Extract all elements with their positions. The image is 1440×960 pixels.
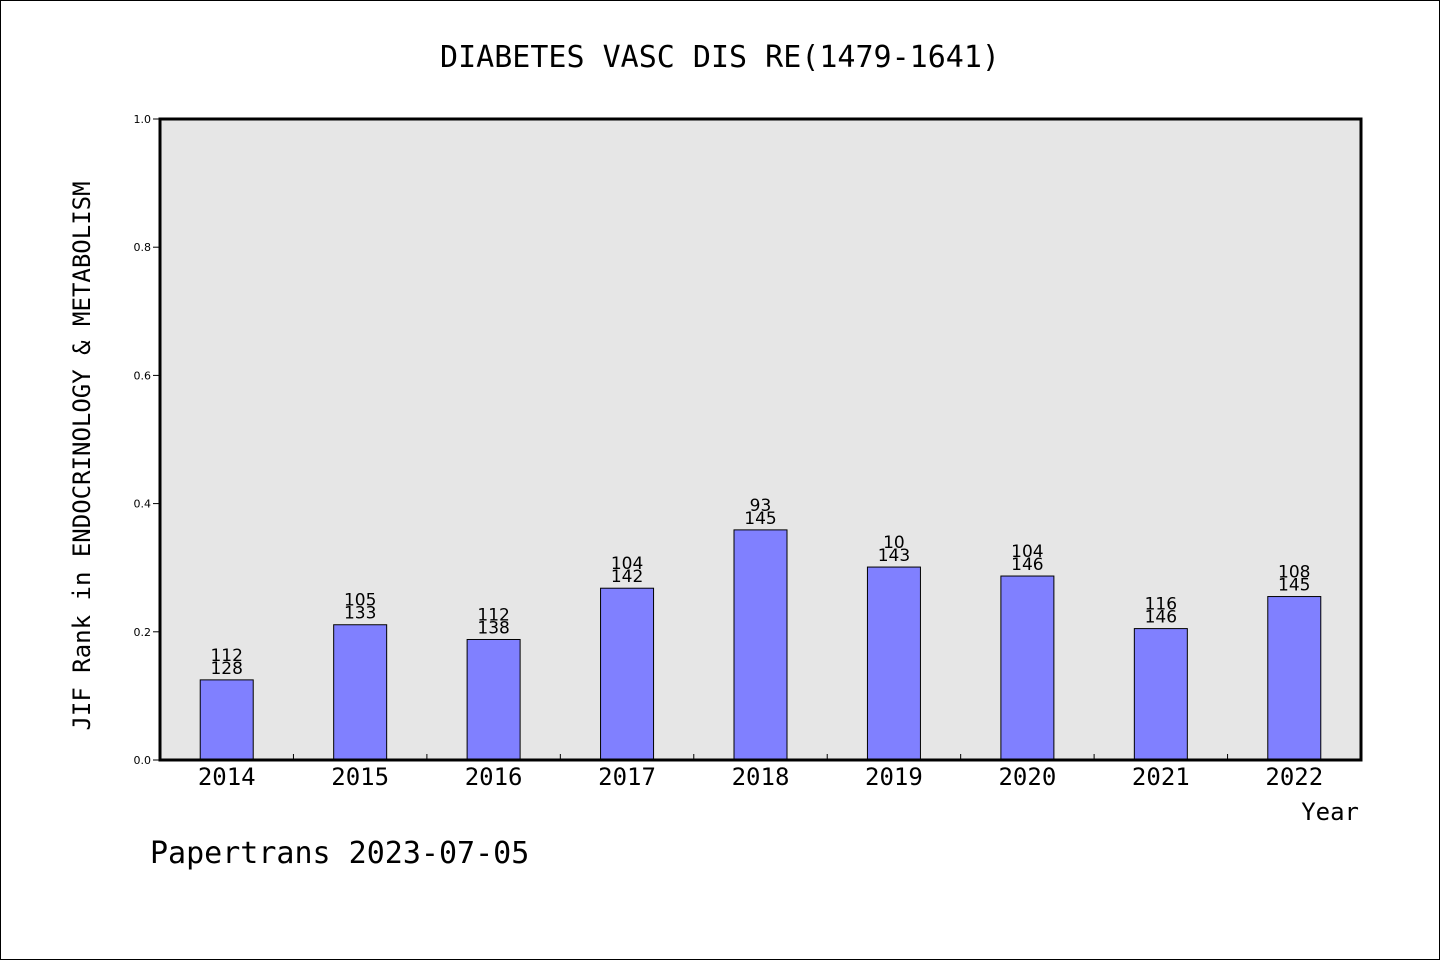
x-tick-label-2022: 2022: [1265, 763, 1323, 791]
x-tick-label-2015: 2015: [331, 763, 389, 791]
x-tick-label-2018: 2018: [732, 763, 790, 791]
bar-label-rank-2019: 10: [883, 533, 905, 553]
bar-label-total-2021: 146: [1145, 608, 1177, 628]
y-ticks-group: 0.0 0.2 0.4 0.6 0.8 1.0: [134, 113, 160, 767]
chart-title: DIABETES VASC DIS RE(1479-1641): [440, 40, 1000, 75]
bar-label-rank-2020: 104: [1011, 542, 1043, 562]
bar-2016: [466, 638, 521, 761]
bar-2017: [600, 587, 655, 761]
x-tick-label-2017: 2017: [598, 763, 656, 791]
y-tick-label-5: 1.0: [134, 113, 152, 126]
y-tick-label-3: 0.6: [134, 369, 152, 382]
y-tick-label-4: 0.8: [134, 241, 152, 254]
bar-label-total-2017: 142: [611, 567, 643, 587]
footer-credit: Papertrans 2023-07-05: [150, 836, 529, 871]
bar-2021: [1133, 628, 1188, 761]
bar-label-rank-2021: 116: [1145, 595, 1177, 615]
y-tick-label-0: 0.0: [134, 754, 152, 767]
bar-2022: [1267, 596, 1322, 761]
bar-2020: [1000, 575, 1055, 761]
bar-2019: [866, 566, 921, 761]
x-ticks-group: 2014 2015 2016 2017 2018 2019 2020 2021 2022: [198, 754, 1323, 791]
plot-border: [158, 117, 1363, 762]
x-tick-label-2019: 2019: [865, 763, 923, 791]
bar-label-total-2015: 133: [344, 604, 376, 624]
bar-2014: [199, 679, 254, 761]
x-tick-label-2021: 2021: [1132, 763, 1190, 791]
bar-label-rank-2018: 93: [750, 496, 772, 516]
bar-label-rank-2015: 105: [344, 591, 376, 611]
bar-2015: [333, 624, 388, 761]
bar-label-total-2018: 145: [744, 509, 776, 529]
bar-label-total-2019: 143: [878, 546, 910, 566]
bar-label-total-2020: 146: [1011, 555, 1043, 575]
bar-2018: [733, 529, 788, 761]
bar-label-total-2014: 128: [210, 659, 242, 679]
x-tick-label-2020: 2020: [998, 763, 1056, 791]
x-tick-label-2016: 2016: [465, 763, 523, 791]
x-tick-label-2014: 2014: [198, 763, 256, 791]
bar-label-total-2022: 145: [1278, 576, 1310, 596]
y-tick-label-2: 0.4: [134, 498, 152, 511]
bar-label-rank-2014: 112: [210, 646, 242, 666]
bar-label-rank-2022: 108: [1278, 563, 1310, 583]
y-axis-label: JIF Rank in ENDOCRINOLOGY & METABOLISM: [68, 181, 96, 730]
bar-label-rank-2016: 112: [477, 605, 509, 625]
bar-label-total-2016: 138: [477, 618, 509, 638]
bar-label-rank-2017: 104: [611, 554, 643, 574]
y-tick-label-1: 0.2: [134, 626, 152, 639]
x-axis-label: Year: [1301, 798, 1359, 826]
